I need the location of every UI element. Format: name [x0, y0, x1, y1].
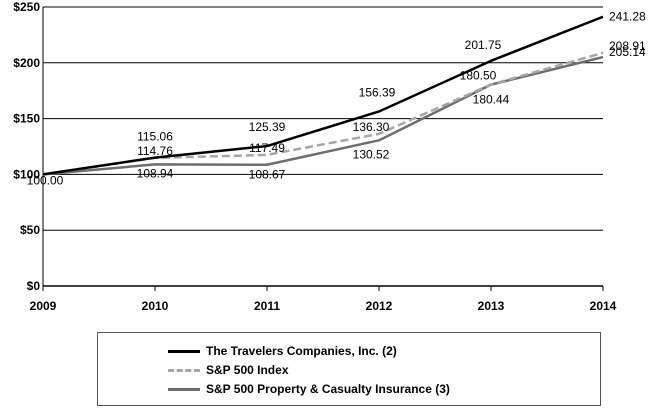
y-tick-label: $0 — [27, 279, 41, 293]
data-label: 136.30 — [353, 120, 390, 134]
legend-swatch-sp500 — [168, 368, 200, 372]
x-tick-label: 2013 — [478, 299, 505, 313]
legend-item-sp500: S&P 500 Index — [168, 360, 289, 380]
legend-item-travelers: The Travelers Companies, Inc. (2) — [168, 341, 397, 361]
axes — [42, 7, 604, 291]
x-tick-labels: 2009 2010 2011 2012 2013 2014 — [30, 299, 617, 313]
legend-label-sp500: S&P 500 Index — [206, 363, 289, 377]
data-label: 180.44 — [473, 93, 510, 107]
data-label: 241.28 — [609, 10, 646, 24]
data-label: 100.00 — [27, 173, 64, 187]
x-tick-label: 2011 — [254, 299, 280, 313]
series-line-1 — [42, 51, 604, 176]
legend-label-travelers: The Travelers Companies, Inc. (2) — [206, 344, 397, 358]
data-labels: 100.00 115.06 125.39 156.39 201.75 241.28 114.… — [27, 10, 646, 188]
data-label: 205.14 — [609, 45, 646, 59]
series-line-0 — [42, 15, 604, 176]
data-label: 114.76 — [137, 144, 173, 158]
data-label: 201.75 — [465, 38, 502, 52]
legend-label-sp500-pc: S&P 500 Property & Casualty Insurance (3… — [206, 382, 450, 396]
x-tick-label: 2009 — [30, 299, 57, 313]
data-label: 130.52 — [353, 147, 390, 161]
y-tick-label: $200 — [13, 56, 40, 70]
y-tick-label: $100 — [13, 167, 40, 181]
x-tick-label: 2012 — [366, 299, 393, 313]
data-label: 108.94 — [137, 166, 174, 180]
legend-item-sp500-pc: S&P 500 Property & Casualty Insurance (3… — [168, 379, 450, 399]
y-tick-labels: $0 $50 $100 $150 $200 $250 — [13, 0, 40, 293]
data-label: 156.39 — [359, 85, 396, 99]
data-label: 117.49 — [249, 141, 285, 155]
y-tick-label: $50 — [20, 223, 40, 237]
legend-swatch-sp500-pc — [168, 387, 200, 391]
legend: The Travelers Companies, Inc. (2) S&P 50… — [97, 332, 601, 406]
data-label: 125.39 — [249, 120, 286, 134]
x-tick-label: 2010 — [142, 299, 169, 313]
series-line-2 — [42, 55, 604, 176]
y-tick-label: $150 — [13, 112, 40, 126]
series-lines — [42, 15, 604, 176]
data-label: 108.67 — [249, 168, 286, 182]
data-label: 115.06 — [137, 130, 173, 144]
legend-swatch-travelers — [168, 349, 200, 353]
x-tick-label: 2014 — [590, 299, 617, 313]
data-label: 208.91 — [609, 39, 646, 53]
y-tick-label: $250 — [13, 0, 40, 14]
data-label: 180.50 — [460, 69, 497, 83]
line-chart: 100.00 115.06 125.39 156.39 201.75 241.28 114.… — [13, 0, 646, 313]
